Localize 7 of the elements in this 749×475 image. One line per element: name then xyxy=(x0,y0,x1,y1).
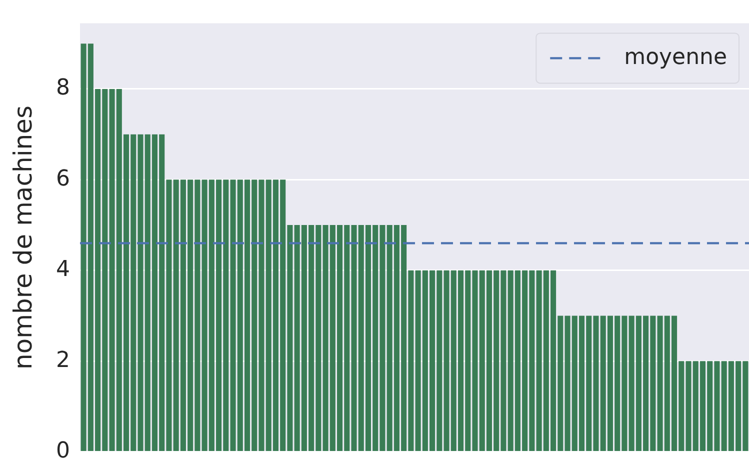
y-tick-label: 2 xyxy=(56,348,70,373)
y-tick-label: 4 xyxy=(56,257,70,282)
y-tick-label: 6 xyxy=(56,166,70,192)
y-tick-label: 0 xyxy=(56,438,70,464)
legend-label: moyenne xyxy=(624,44,728,70)
y-tick-label: 8 xyxy=(56,76,70,101)
y-axis-title: nombre de machines xyxy=(8,105,38,370)
